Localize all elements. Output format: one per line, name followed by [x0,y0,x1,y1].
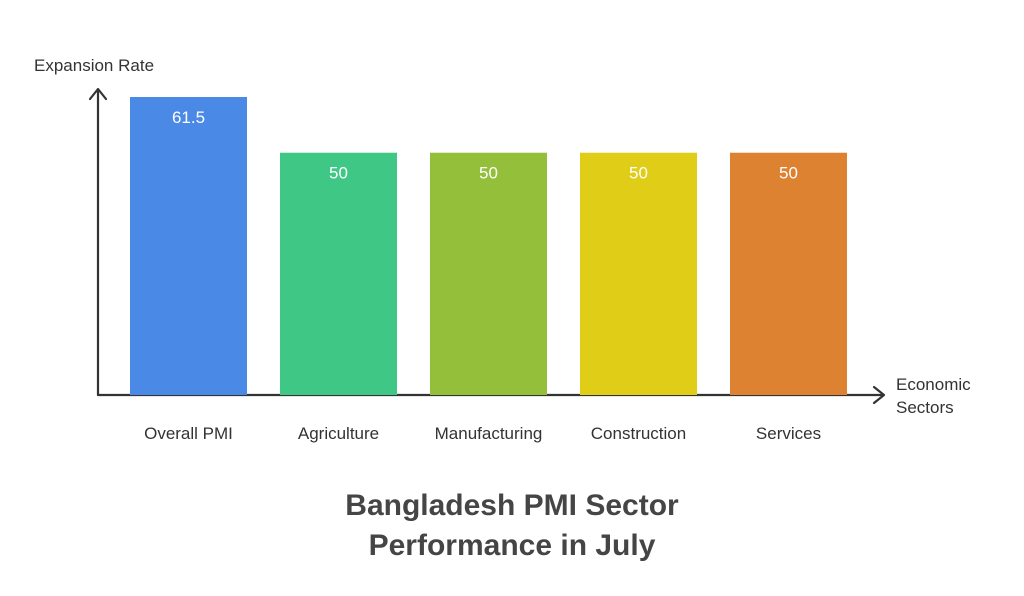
x-tick-labels-group: Overall PMI Agriculture Manufacturing Const… [144,424,821,443]
bar-agriculture [280,152,397,395]
value-labels-group: 61.5 50 50 50 50 [172,108,798,183]
x-axis-label-line-2: Sectors [896,398,954,417]
x-tick-label-overall-pmi: Overall PMI [144,424,233,443]
value-label-agriculture: 50 [329,164,348,183]
chart-title: Bangladesh PMI Sector Performance in Jul… [0,486,1024,566]
chart-title-line-2: Performance in July [368,529,656,562]
y-axis-arrow-icon [88,87,108,101]
value-label-manufacturing: 50 [479,164,498,183]
bars-group [130,97,847,395]
bar-manufacturing [430,152,547,395]
x-axis-label-line-1: Economic [896,375,971,394]
y-axis-label: Expansion Rate [34,56,154,75]
bar-services [730,152,847,395]
value-label-services: 50 [779,164,798,183]
x-tick-label-services: Services [756,424,821,443]
x-tick-label-manufacturing: Manufacturing [435,424,543,443]
chart-title-line-1: Bangladesh PMI Sector [345,489,679,522]
value-label-construction: 50 [629,164,648,183]
bar-construction [580,152,697,395]
bar-overall-pmi [130,97,247,395]
x-tick-label-agriculture: Agriculture [298,424,379,443]
x-axis-arrow-icon [872,385,886,405]
x-tick-label-construction: Construction [591,424,686,443]
value-label-overall-pmi: 61.5 [172,108,205,127]
